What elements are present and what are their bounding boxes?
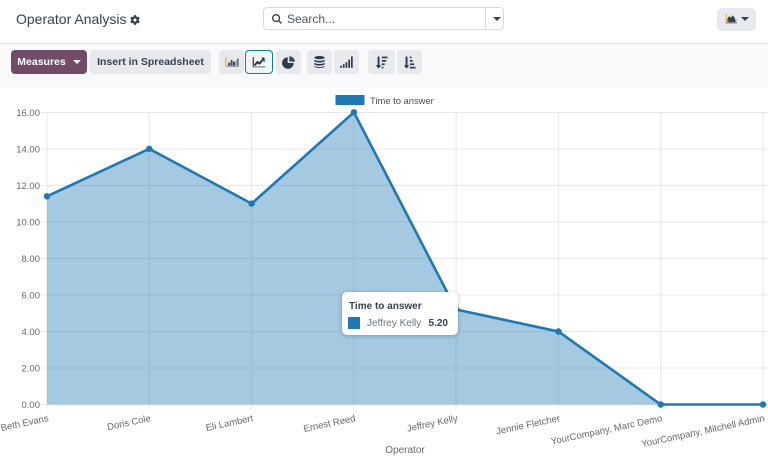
svg-text:Eli Lambert: Eli Lambert (205, 413, 255, 434)
svg-text:Jeffrey Kelly: Jeffrey Kelly (406, 413, 459, 435)
svg-text:0.00: 0.00 (22, 400, 41, 411)
svg-text:8.00: 8.00 (22, 254, 41, 265)
svg-text:Time to answer: Time to answer (370, 95, 434, 106)
svg-text:12.00: 12.00 (16, 181, 40, 192)
svg-text:Operator: Operator (385, 445, 425, 456)
svg-text:Beth Evans: Beth Evans (0, 413, 50, 434)
svg-text:4.00: 4.00 (22, 327, 41, 338)
svg-text:Ernest Reed: Ernest Reed (303, 413, 357, 435)
svg-text:16.00: 16.00 (16, 108, 40, 119)
svg-text:2.00: 2.00 (22, 364, 41, 375)
svg-text:14.00: 14.00 (16, 145, 40, 156)
svg-text:6.00: 6.00 (22, 291, 41, 302)
svg-text:Doris Cole: Doris Cole (106, 413, 152, 433)
svg-text:Jennie Fletcher: Jennie Fletcher (495, 413, 561, 437)
svg-text:10.00: 10.00 (16, 218, 40, 229)
